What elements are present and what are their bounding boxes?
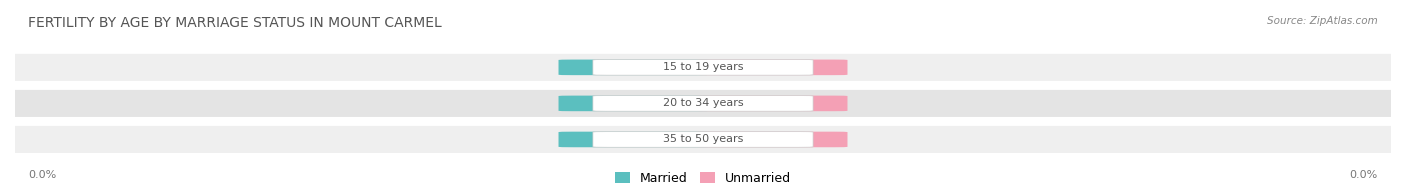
FancyBboxPatch shape bbox=[696, 132, 848, 147]
FancyBboxPatch shape bbox=[15, 54, 1391, 81]
Text: Source: ZipAtlas.com: Source: ZipAtlas.com bbox=[1267, 16, 1378, 26]
FancyBboxPatch shape bbox=[593, 132, 813, 147]
Text: 15 to 19 years: 15 to 19 years bbox=[662, 62, 744, 72]
Text: 0.0%: 0.0% bbox=[620, 98, 648, 108]
Text: 35 to 50 years: 35 to 50 years bbox=[662, 134, 744, 144]
FancyBboxPatch shape bbox=[15, 126, 1391, 153]
Text: 0.0%: 0.0% bbox=[28, 170, 56, 180]
Text: 20 to 34 years: 20 to 34 years bbox=[662, 98, 744, 108]
FancyBboxPatch shape bbox=[696, 60, 848, 75]
FancyBboxPatch shape bbox=[593, 60, 813, 75]
Legend: Married, Unmarried: Married, Unmarried bbox=[610, 167, 796, 190]
Text: 0.0%: 0.0% bbox=[758, 134, 786, 144]
Text: FERTILITY BY AGE BY MARRIAGE STATUS IN MOUNT CARMEL: FERTILITY BY AGE BY MARRIAGE STATUS IN M… bbox=[28, 16, 441, 30]
FancyBboxPatch shape bbox=[15, 90, 1391, 117]
FancyBboxPatch shape bbox=[558, 60, 710, 75]
Text: 0.0%: 0.0% bbox=[620, 62, 648, 72]
Text: 0.0%: 0.0% bbox=[620, 134, 648, 144]
Text: 0.0%: 0.0% bbox=[758, 98, 786, 108]
FancyBboxPatch shape bbox=[696, 96, 848, 111]
Text: 0.0%: 0.0% bbox=[758, 62, 786, 72]
FancyBboxPatch shape bbox=[558, 96, 710, 111]
Text: 0.0%: 0.0% bbox=[1350, 170, 1378, 180]
FancyBboxPatch shape bbox=[558, 132, 710, 147]
FancyBboxPatch shape bbox=[593, 96, 813, 111]
